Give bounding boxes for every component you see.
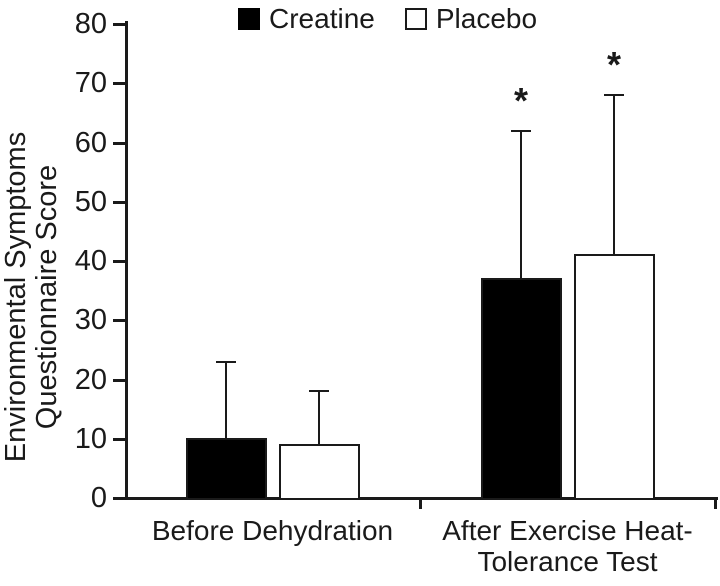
bar-creatine-after-exercise-heat	[480, 277, 562, 500]
significance-asterisk-placebo-group2: *	[606, 44, 621, 86]
y-axis-title-line-1: Environmental Symptoms	[0, 131, 32, 463]
y-tick-mark	[113, 82, 125, 86]
legend-swatch-creatine-filled-square	[238, 8, 260, 30]
y-tick-label: 10	[74, 422, 107, 455]
error-bar-cap-placebo-group2	[604, 94, 624, 97]
y-tick-mark	[113, 319, 125, 323]
significance-asterisk-creatine-group2: *	[513, 79, 528, 121]
y-tick-mark	[113, 260, 125, 263]
bar-placebo-after-exercise-heat	[573, 254, 655, 500]
y-tick-label: 50	[74, 185, 107, 218]
bar-placebo-before-dehydration	[278, 443, 360, 500]
bar-creatine-before-dehydration	[185, 437, 267, 500]
y-tick-label: 70	[74, 67, 107, 100]
y-tick-label: 0	[90, 482, 107, 514]
y-tick-label: 20	[74, 363, 107, 396]
legend-label-creatine: Creatine	[269, 3, 375, 34]
y-tick-mark	[113, 437, 125, 441]
y-tick-label: 40	[74, 245, 107, 277]
x-tick-mark	[419, 500, 422, 509]
error-bar-placebo-group1	[318, 390, 320, 444]
error-bar-cap-placebo-group1	[309, 390, 329, 393]
y-axis-title-line-2: Questionnaire Score	[31, 164, 63, 430]
y-axis-title: Environmental Symptoms Questionnaire Sco…	[0, 131, 63, 463]
y-tick-mark	[113, 378, 125, 382]
x-tick-mark	[714, 500, 717, 509]
x-axis-line	[125, 497, 718, 500]
error-bar-placebo-group2	[613, 94, 615, 255]
chart-legend: Creatine Placebo	[238, 5, 537, 33]
y-axis-line	[125, 21, 128, 500]
y-tick-label: 80	[74, 8, 107, 40]
y-tick-mark	[113, 497, 125, 500]
legend-swatch-placebo-open-square	[404, 8, 427, 30]
error-bar-cap-creatine-group2	[511, 129, 531, 132]
legend-item-creatine: Creatine	[238, 5, 375, 33]
x-category-label-group2: After Exercise Heat- Tolerance Test	[442, 515, 693, 577]
y-tick-label: 30	[74, 304, 107, 337]
error-bar-cap-creatine-group1	[216, 360, 236, 363]
legend-label-placebo: Placebo	[435, 3, 538, 34]
y-tick-mark	[113, 141, 125, 145]
y-tick-mark	[113, 23, 125, 26]
x-category-label-group1: Before Dehydration	[151, 515, 394, 546]
y-tick-label: 60	[74, 126, 107, 159]
legend-item-placebo: Placebo	[404, 3, 538, 34]
error-bar-creatine-group1	[225, 360, 227, 438]
y-tick-mark	[113, 200, 125, 204]
error-bar-creatine-group2	[520, 129, 522, 278]
